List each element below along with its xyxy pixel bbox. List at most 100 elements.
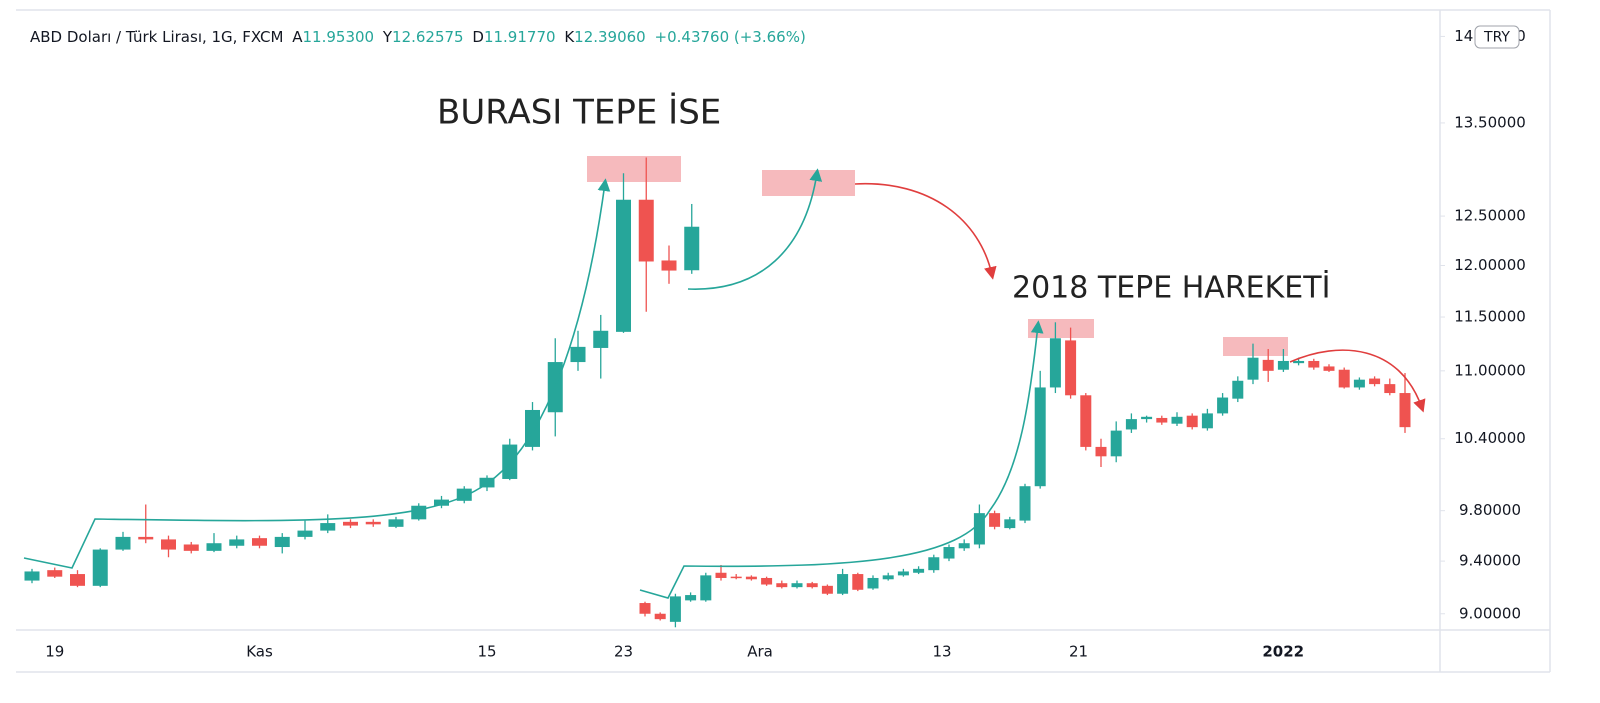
arrow — [687, 168, 823, 290]
arrow — [23, 178, 611, 569]
x-tick-label: 19 — [45, 643, 64, 661]
y-tick-label: 10.40000 — [1454, 429, 1526, 447]
candle-body — [1141, 416, 1153, 420]
open-value: 11.95300 — [303, 28, 375, 46]
candle-body — [365, 521, 381, 525]
high-value: 12.62575 — [392, 28, 464, 46]
candle-body — [913, 568, 925, 573]
zone — [762, 170, 855, 196]
y-tick-label: 12.50000 — [1454, 207, 1526, 225]
zone — [1028, 319, 1094, 338]
candle-body — [388, 519, 404, 527]
candle-body — [989, 513, 1001, 527]
currency-label: TRY — [1483, 30, 1510, 46]
candle-body — [730, 576, 742, 579]
currency-badge — [1474, 25, 1520, 49]
candle-body — [1262, 359, 1274, 371]
candle-body — [593, 330, 609, 348]
candle-body — [1080, 395, 1092, 447]
candle-body — [661, 260, 677, 271]
candle-body — [297, 530, 313, 537]
axes: 9.00000 9.40000 9.80000 10.40000 11.00000 11.… — [45, 27, 1526, 661]
high-label: Y — [382, 28, 393, 46]
candle-body — [1019, 486, 1031, 521]
arrow — [854, 183, 997, 280]
candle-body — [1156, 417, 1168, 423]
annotation: BURASI TEPE İSE — [437, 93, 721, 133]
candle-body — [24, 571, 40, 581]
close-value: 12.39060 — [574, 28, 646, 46]
x-tick-label: 13 — [932, 643, 951, 661]
y-tick-label: 9.80000 — [1459, 501, 1521, 519]
y-tick-label: 11.50000 — [1454, 308, 1526, 326]
candle-body — [638, 199, 654, 262]
candle-body — [958, 543, 970, 549]
candle-body — [791, 583, 803, 588]
candle-body — [776, 583, 788, 588]
y-tick-label: 9.00000 — [1459, 604, 1521, 622]
candle-body — [1095, 446, 1107, 457]
candle-body — [411, 505, 427, 520]
candle-body — [343, 521, 358, 526]
candle-body — [1171, 416, 1183, 424]
candle-body — [1293, 360, 1305, 364]
arrow — [1289, 349, 1426, 413]
candle-body — [183, 544, 199, 551]
candle-body — [1004, 519, 1016, 529]
candle-body — [806, 583, 818, 588]
chart-header: ABD Doları / Türk Lirası, 1G, FXCM A11.9… — [30, 28, 806, 46]
candle-body — [161, 539, 176, 550]
zone — [587, 156, 681, 182]
y-tick-label: 9.40000 — [1459, 552, 1521, 570]
zone — [1223, 337, 1288, 356]
drawings — [23, 168, 1426, 599]
candle-body — [1308, 360, 1320, 368]
low-value: 11.91770 — [484, 28, 556, 46]
candle-body — [852, 574, 864, 590]
arrow — [639, 320, 1044, 599]
candle-body — [502, 444, 518, 479]
candle-body — [115, 536, 131, 550]
x-tick-label: 15 — [477, 643, 496, 661]
low-label: D — [472, 28, 484, 46]
candle-body — [1034, 387, 1046, 487]
candle-body — [867, 577, 879, 589]
candle-body — [1247, 357, 1259, 380]
candle-body — [837, 574, 849, 594]
candle-body — [700, 575, 712, 601]
candle-body — [1186, 415, 1198, 428]
candle-body — [1399, 393, 1411, 428]
candle-body — [1338, 369, 1350, 388]
y-tick-label: 13.50000 — [1454, 113, 1526, 131]
candle-body — [1323, 366, 1335, 371]
candle-body — [684, 226, 700, 271]
y-tick-label: 11.00000 — [1454, 361, 1526, 379]
candle-body — [1110, 430, 1122, 457]
candle-body — [229, 539, 245, 546]
candle-body — [1277, 360, 1289, 370]
candle-body — [745, 576, 757, 580]
candle-body — [685, 595, 697, 601]
frame — [16, 9, 1551, 673]
candle-body — [761, 577, 773, 585]
highlight-zones — [587, 156, 1288, 356]
candle-body — [434, 499, 449, 506]
candle-body — [1125, 419, 1137, 430]
open-label: A — [292, 28, 303, 46]
candle-body — [821, 585, 833, 594]
candle-body — [669, 596, 681, 622]
candle-body — [654, 613, 666, 620]
candle-body — [206, 543, 222, 551]
candle-body — [1049, 338, 1061, 388]
candle-body — [715, 572, 727, 578]
x-tick-label: 2022 — [1262, 643, 1304, 661]
x-tick-label: Ara — [747, 643, 773, 661]
candle-body — [1384, 384, 1396, 394]
x-tick-label: 23 — [614, 643, 633, 661]
candle-body — [1353, 379, 1365, 388]
close-label: K — [564, 28, 575, 46]
candle-body — [882, 575, 894, 580]
candle-body — [138, 536, 154, 540]
candle-body — [274, 536, 290, 548]
